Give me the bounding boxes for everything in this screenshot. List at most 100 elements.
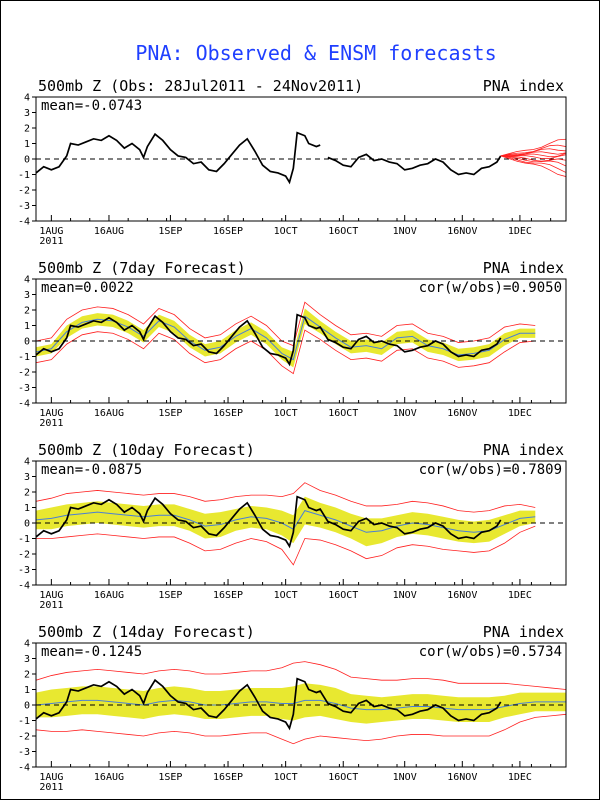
forecast-member-6 (500, 154, 566, 159)
x-tick-label: 1NOV (393, 772, 417, 783)
ensemble-min-line (36, 329, 536, 375)
correlation-label: cor(w/obs)=0.7809 (419, 462, 562, 478)
x-tick-label: 16OCT (328, 772, 358, 783)
ensemble-mean-line (36, 510, 536, 533)
y-tick-label: -1 (18, 170, 30, 181)
x-tick-label: 16NOV (447, 772, 477, 783)
x-tick-label: 1NOV (393, 590, 417, 601)
year-label: 2011 (39, 600, 63, 611)
x-tick-label: 16OCT (328, 590, 358, 601)
y-tick-label: 0 (24, 155, 30, 166)
y-tick-label: 4 (24, 457, 30, 468)
x-tick-label: 1NOV (393, 408, 417, 419)
ensemble-min-line (36, 525, 536, 566)
correlation-label: cor(w/obs)=0.9050 (419, 280, 562, 296)
panel-title: 500mb Z (10day Forecast) (38, 441, 255, 459)
y-tick-label: 4 (24, 93, 30, 104)
y-tick-label: 4 (24, 275, 30, 286)
y-tick-label: 2 (24, 488, 30, 499)
ensemble-min-line (36, 713, 566, 745)
x-tick-label: 1DEC (508, 772, 532, 783)
x-tick-label: 1AUG (39, 590, 63, 601)
x-tick-label: 1SEP (158, 590, 182, 601)
observed-line-2 (327, 153, 502, 176)
y-tick-label: -1 (18, 716, 30, 727)
observed-line-1 (36, 677, 502, 731)
year-label: 2011 (39, 782, 63, 793)
forecast-member-10 (500, 155, 566, 177)
x-tick-label: 16SEP (213, 408, 243, 419)
y-tick-label: 1 (24, 139, 30, 150)
panel-2: 500mb Z (7day Forecast) PNA index 4 3 2 1 0 -1 -… (18, 259, 567, 429)
x-tick-label: 1OCT (274, 772, 298, 783)
y-tick-label: 0 (24, 519, 30, 530)
spread-band (36, 308, 536, 368)
plot-area (36, 131, 566, 185)
y-tick-label: -1 (18, 352, 30, 363)
panel-title: 500mb Z (Obs: 28Jul2011 - 24Nov2011) (38, 77, 363, 95)
panel-right-title: PNA index (483, 623, 564, 641)
ensemble-max-line (36, 482, 536, 513)
y-tick-label: -3 (18, 747, 30, 758)
x-tick-label: 16NOV (447, 226, 477, 237)
x-tick-label: 1SEP (158, 408, 182, 419)
year-label: 2011 (39, 418, 63, 429)
x-tick-label: 16AUG (94, 772, 124, 783)
year-label: 2011 (39, 236, 63, 247)
y-tick-label: -4 (18, 763, 30, 774)
forecast-member-9 (500, 155, 566, 173)
x-tick-label: 1OCT (274, 226, 298, 237)
y-tick-label: -4 (18, 581, 30, 592)
observed-line-1 (36, 313, 502, 367)
x-tick-label: 1DEC (508, 226, 532, 237)
y-tick-label: 2 (24, 670, 30, 681)
plot-area (36, 661, 566, 745)
y-tick-label: 1 (24, 685, 30, 696)
panel-right-title: PNA index (483, 77, 564, 95)
mean-label: mean=-0.0743 (41, 98, 142, 114)
x-tick-label: 16NOV (447, 590, 477, 601)
forecast-member-1 (500, 138, 566, 157)
panel-title: 500mb Z (14day Forecast) (38, 623, 255, 641)
panel-right-title: PNA index (483, 259, 564, 277)
x-tick-label: 1DEC (508, 408, 532, 419)
ensemble-max-line (36, 301, 536, 347)
y-tick-label: 3 (24, 290, 30, 301)
correlation-label: cor(w/obs)=0.5734 (419, 644, 562, 660)
figure-title: PNA: Observed & ENSM forecasts (135, 41, 496, 65)
y-tick-label: -2 (18, 550, 30, 561)
plot-area (36, 301, 566, 375)
panel-right-title: PNA index (483, 441, 564, 459)
y-tick-label: -2 (18, 368, 30, 379)
y-tick-label: 4 (24, 639, 30, 650)
y-tick-label: -2 (18, 186, 30, 197)
y-tick-label: -3 (18, 383, 30, 394)
x-tick-label: 1SEP (158, 772, 182, 783)
forecast-member-8 (500, 155, 566, 167)
y-tick-label: 0 (24, 701, 30, 712)
x-tick-label: 1NOV (393, 226, 417, 237)
panel-3: 500mb Z (10day Forecast) PNA index 4 3 2 1 0 -1… (18, 441, 567, 611)
forecast-member-3 (500, 148, 566, 157)
y-tick-label: 1 (24, 503, 30, 514)
x-tick-label: 16SEP (213, 226, 243, 237)
y-tick-label: 0 (24, 337, 30, 348)
panel-4: 500mb Z (14day Forecast) PNA index 4 3 2 1 0 -1… (18, 623, 567, 793)
ensemble-max-line (36, 661, 566, 690)
y-tick-label: 3 (24, 654, 30, 665)
x-tick-label: 16SEP (213, 590, 243, 601)
y-tick-label: -4 (18, 399, 30, 410)
x-tick-label: 1AUG (39, 226, 63, 237)
y-tick-label: 2 (24, 306, 30, 317)
y-tick-label: -3 (18, 565, 30, 576)
y-tick-label: -3 (18, 201, 30, 212)
x-tick-label: 16AUG (94, 226, 124, 237)
panel-1: 500mb Z (Obs: 28Jul2011 - 24Nov2011) PNA … (18, 77, 567, 247)
observed-line-1 (36, 131, 321, 185)
x-tick-label: 16AUG (94, 590, 124, 601)
observed-line-1 (36, 495, 502, 549)
spread-band (36, 496, 536, 547)
y-tick-label: 3 (24, 472, 30, 483)
x-tick-label: 16OCT (328, 226, 358, 237)
